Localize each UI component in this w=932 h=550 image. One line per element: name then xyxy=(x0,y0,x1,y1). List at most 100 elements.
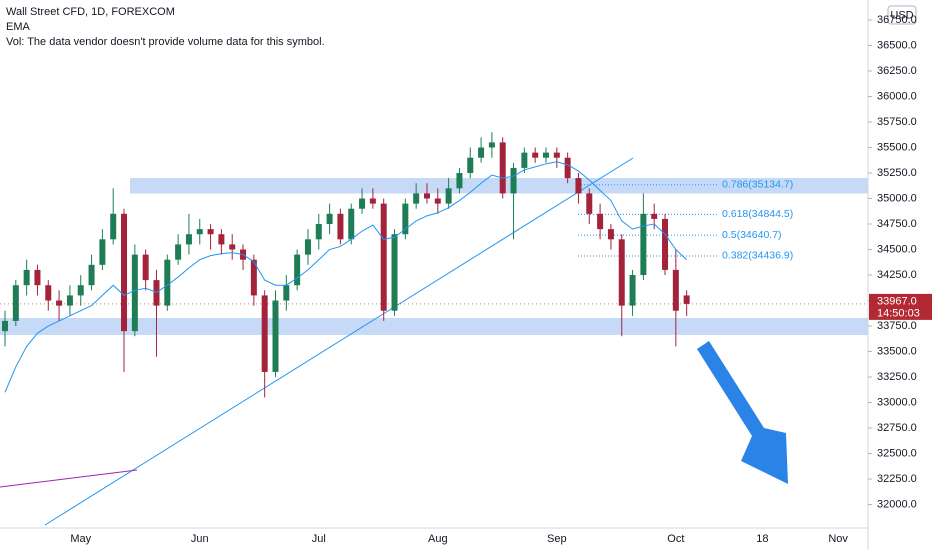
candle-body xyxy=(175,244,182,260)
purple-line xyxy=(0,469,138,488)
candle-body xyxy=(23,269,30,286)
y-tick-label: 35750.0 xyxy=(877,116,917,128)
candle-body xyxy=(304,239,311,255)
y-tick-label: 36750.0 xyxy=(877,14,917,26)
x-tick-label: Nov xyxy=(828,533,848,545)
candle-body xyxy=(413,193,420,204)
candle-body xyxy=(250,259,257,296)
currency-box xyxy=(887,5,917,25)
support-zone xyxy=(0,318,868,335)
candle-body xyxy=(380,203,387,311)
candle-body xyxy=(218,234,225,245)
y-tick-label: 35500.0 xyxy=(877,141,917,153)
candle-body xyxy=(478,147,485,158)
candle-body xyxy=(45,285,52,301)
candle-body xyxy=(499,142,506,194)
x-tick-label: Sep xyxy=(547,533,567,545)
x-tick-label: May xyxy=(70,533,91,545)
candle-body xyxy=(434,198,441,204)
y-tick-label: 34500.0 xyxy=(877,243,917,255)
last-price-label: 33967.0 xyxy=(877,295,917,307)
ema-line xyxy=(4,161,688,393)
candle-body xyxy=(672,269,679,311)
candle-body xyxy=(142,254,149,281)
candle-body xyxy=(207,229,214,235)
candle-body xyxy=(315,224,322,240)
candle-body xyxy=(651,213,658,219)
chart-title: Wall Street CFD, 1D, FOREXCOM xyxy=(6,6,175,18)
candle-body xyxy=(56,300,63,306)
candle-body xyxy=(326,213,333,225)
fib-label: 0.382(34436.9) xyxy=(722,250,793,262)
candle-body xyxy=(196,229,203,235)
candle-body xyxy=(640,213,647,276)
candle-body xyxy=(586,193,593,214)
trend-line xyxy=(44,157,634,526)
resistance-zone xyxy=(130,178,868,194)
candle-body xyxy=(683,295,690,304)
y-tick-label: 32000.0 xyxy=(877,498,917,510)
candle-body xyxy=(467,157,474,174)
y-tick-label: 36500.0 xyxy=(877,39,917,51)
candle-body xyxy=(662,218,669,270)
candle-body xyxy=(261,295,268,372)
y-tick-label: 36250.0 xyxy=(877,65,917,77)
candle-body xyxy=(283,285,290,301)
candle-body xyxy=(553,152,560,158)
candle-body xyxy=(564,157,571,179)
candle-body xyxy=(597,213,604,230)
candle-body xyxy=(488,142,495,148)
candle-body xyxy=(34,269,41,286)
candle-body xyxy=(510,167,517,194)
x-tick-label: Aug xyxy=(428,533,448,545)
candle-body xyxy=(2,320,8,332)
candle-body xyxy=(532,152,539,158)
candle-body xyxy=(272,300,279,372)
candle-body xyxy=(294,254,301,286)
candle-body xyxy=(99,239,106,265)
fib-label: 0.5(34640.7) xyxy=(722,229,782,241)
candle-body xyxy=(88,264,95,286)
candle-body xyxy=(348,208,355,240)
candle-body xyxy=(402,203,409,235)
y-tick-label: 32500.0 xyxy=(877,447,917,459)
indicator-label: EMA xyxy=(6,21,31,33)
candle-body xyxy=(629,275,636,306)
y-tick-label: 32750.0 xyxy=(877,422,917,434)
candle-body xyxy=(185,234,192,245)
candle-body xyxy=(77,285,84,296)
y-tick-label: 33000.0 xyxy=(877,396,917,408)
candle-body xyxy=(618,239,625,306)
x-tick-label: 18 xyxy=(756,533,768,545)
candle-body xyxy=(110,213,117,240)
y-tick-label: 33750.0 xyxy=(877,320,917,332)
candle-body xyxy=(445,188,452,204)
candle-body xyxy=(337,213,344,240)
y-tick-label: 33250.0 xyxy=(877,371,917,383)
y-tick-label: 34750.0 xyxy=(877,218,917,230)
candle-body xyxy=(66,295,73,306)
y-tick-label: 35000.0 xyxy=(877,192,917,204)
candle-body xyxy=(359,198,366,209)
candle-body xyxy=(423,193,430,199)
candle-body xyxy=(543,152,549,158)
x-tick-label: Jul xyxy=(312,533,326,545)
candle-body xyxy=(607,229,614,240)
arrow xyxy=(697,341,788,484)
y-tick-label: 35250.0 xyxy=(877,167,917,179)
x-tick-label: Jun xyxy=(191,533,209,545)
candle-body xyxy=(369,198,376,204)
y-tick-label: 34250.0 xyxy=(877,269,917,281)
y-tick-label: 36000.0 xyxy=(877,90,917,102)
x-tick-label: Oct xyxy=(667,533,684,545)
candle-body xyxy=(575,178,582,194)
volume-note: Vol: The data vendor doesn't provide vol… xyxy=(6,36,325,48)
last-price-tag xyxy=(869,293,932,320)
candle-body xyxy=(164,259,171,306)
candle-body xyxy=(12,285,19,321)
candle-body xyxy=(131,254,138,332)
candle-body xyxy=(456,173,463,189)
currency: USD xyxy=(890,9,913,21)
